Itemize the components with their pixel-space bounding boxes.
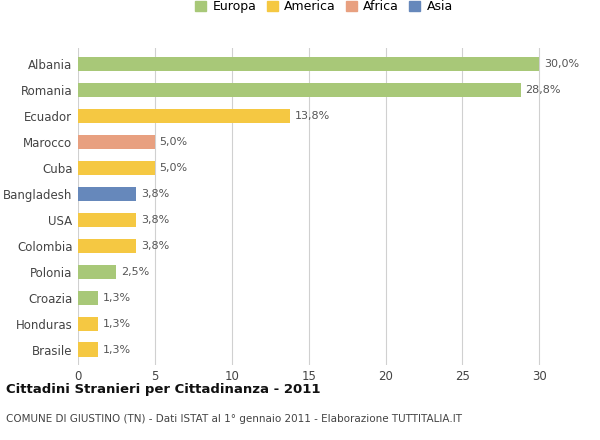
Bar [78,264,116,279]
Text: 3,8%: 3,8% [141,189,169,199]
Text: 28,8%: 28,8% [526,85,561,95]
Bar [78,290,98,305]
Text: 3,8%: 3,8% [141,241,169,251]
Text: Cittadini Stranieri per Cittadinanza - 2011: Cittadini Stranieri per Cittadinanza - 2… [6,383,320,396]
Bar [78,57,539,71]
Text: 30,0%: 30,0% [544,59,579,69]
Text: COMUNE DI GIUSTINO (TN) - Dati ISTAT al 1° gennaio 2011 - Elaborazione TUTTITALI: COMUNE DI GIUSTINO (TN) - Dati ISTAT al … [6,414,462,424]
Bar [78,161,155,175]
Bar [78,135,155,149]
Text: 1,3%: 1,3% [103,319,131,329]
Text: 5,0%: 5,0% [160,137,188,147]
Text: 5,0%: 5,0% [160,163,188,173]
Bar [78,83,521,97]
Text: 1,3%: 1,3% [103,293,131,303]
Text: 2,5%: 2,5% [121,267,149,277]
Bar [78,213,136,227]
Text: 1,3%: 1,3% [103,345,131,355]
Legend: Europa, America, Africa, Asia: Europa, America, Africa, Asia [193,0,455,16]
Bar [78,342,98,357]
Bar [78,238,136,253]
Bar [78,316,98,331]
Bar [78,187,136,201]
Text: 13,8%: 13,8% [295,111,330,121]
Text: 3,8%: 3,8% [141,215,169,225]
Bar [78,109,290,123]
